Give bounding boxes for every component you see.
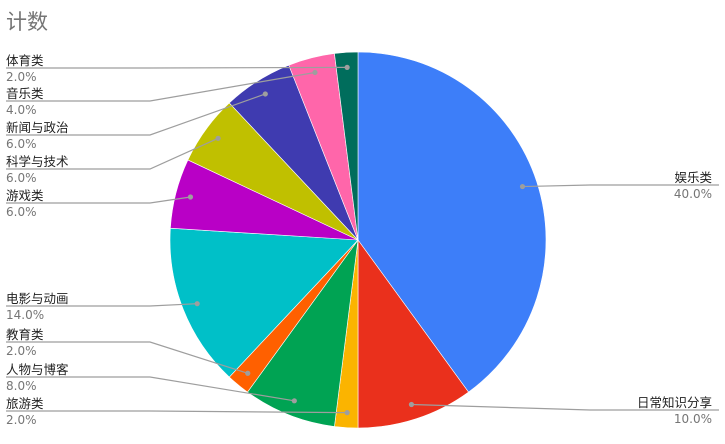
leader-dot — [344, 64, 350, 70]
leader-line — [522, 184, 719, 188]
pie-slice[interactable] — [357, 51, 547, 393]
leader-line — [411, 403, 719, 411]
slice-percent-label: 40.0% — [674, 187, 712, 201]
leader-dot — [262, 91, 268, 97]
slice-label: 体育类 — [6, 53, 44, 68]
leader-dot — [344, 410, 350, 416]
slice-label: 游戏类 — [6, 188, 44, 203]
leader-dot — [194, 301, 200, 307]
slice-label: 教育类 — [6, 327, 44, 342]
slice-label: 旅游类 — [6, 396, 44, 411]
pie-slice[interactable] — [357, 239, 469, 429]
leader-dot — [245, 370, 251, 376]
slice-percent-label: 6.0% — [6, 171, 37, 185]
chart-title: 计数 — [6, 10, 48, 34]
slice-label: 新闻与政治 — [6, 120, 69, 135]
slice-percent-label: 10.0% — [674, 412, 712, 426]
slice-percent-label: 8.0% — [6, 379, 37, 393]
leader-line — [6, 137, 219, 170]
leader-line — [6, 410, 348, 414]
leader-dot — [291, 398, 297, 404]
leader-dot — [187, 194, 194, 200]
slice-percent-label: 6.0% — [6, 137, 37, 151]
leader-line — [6, 196, 191, 204]
leader-line — [6, 71, 316, 102]
leader-dot — [408, 401, 415, 408]
slice-percent-label: 14.0% — [6, 308, 44, 322]
leader-dot — [215, 135, 221, 141]
leader-dot — [312, 69, 318, 76]
slice-percent-label: 6.0% — [6, 205, 37, 219]
leader-line — [6, 93, 266, 136]
leader-line — [6, 376, 295, 402]
leader-line — [6, 303, 198, 307]
leader-line — [6, 66, 348, 69]
slice-percent-label: 4.0% — [6, 103, 37, 117]
slice-label: 科学与技术 — [6, 154, 69, 169]
leader-line — [6, 341, 248, 374]
slice-percent-label: 2.0% — [6, 70, 37, 84]
slice-label: 娱乐类 — [674, 170, 712, 185]
slice-label: 日常知识分享 — [637, 395, 712, 410]
slice-percent-label: 2.0% — [6, 344, 37, 358]
slice-label: 电影与动画 — [6, 291, 69, 306]
slice-percent-label: 2.0% — [6, 413, 37, 427]
pie-slice[interactable] — [169, 227, 359, 378]
slice-label: 音乐类 — [6, 86, 44, 101]
slice-label: 人物与博客 — [6, 362, 69, 377]
leader-dot — [519, 183, 526, 190]
pie-slice[interactable] — [334, 51, 359, 241]
